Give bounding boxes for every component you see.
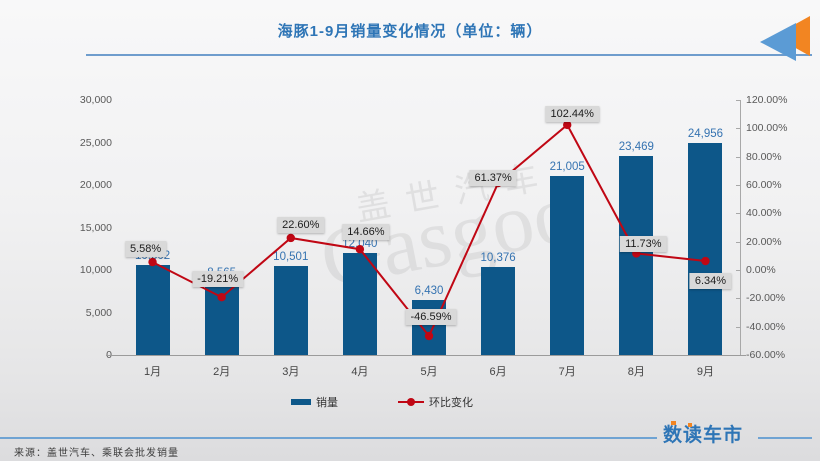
- y-axis-left-tick-label: 10,000: [79, 264, 112, 276]
- x-axis-category-label: 2月: [213, 366, 231, 378]
- sales-bar: [619, 155, 654, 355]
- y-axis-left-tick-label: 25,000: [79, 136, 112, 149]
- sales-legend-swatch: [291, 399, 311, 405]
- y-axis-right-tick-label: 120.00%: [746, 94, 788, 106]
- y-axis-right-tick-label: 20.00%: [746, 235, 782, 248]
- source-note: 来源：盖世汽车、乘联会批发销量: [14, 448, 179, 459]
- pct-change-label: 22.60%: [277, 216, 325, 233]
- sales-bar: [550, 176, 585, 355]
- x-axis-category-label: 8月: [627, 366, 645, 378]
- rewind-arrows-icon: [760, 16, 810, 61]
- line-point: [286, 233, 295, 243]
- y-axis-right-tick-label: 40.00%: [746, 207, 782, 220]
- x-axis-category-label: 9月: [696, 366, 714, 378]
- sales-value-label: 21,005: [549, 161, 585, 174]
- y-axis-right-tick-label: -20.00%: [746, 292, 786, 305]
- logo-orange-dot-icon: [688, 423, 692, 427]
- sales-value-label: 10,376: [480, 251, 516, 264]
- y-axis-right-tick: [736, 100, 740, 101]
- y-axis-right-tick: [736, 185, 740, 186]
- sales-value-label: 23,469: [618, 140, 654, 153]
- y-axis-right-tick-label: 60.00%: [746, 179, 782, 191]
- sales-bar: [342, 252, 377, 355]
- logo-orange-accent-icon: [671, 421, 676, 425]
- pct-change-label: 5.58%: [124, 241, 167, 258]
- y-axis-right-tick-label: 80.00%: [746, 150, 782, 163]
- sales-bar: [204, 282, 239, 355]
- pct-change-label: 6.34%: [689, 273, 732, 290]
- mom-legend-dot-icon: [407, 398, 415, 406]
- y-axis-right-tick-label: 0.00%: [746, 264, 776, 276]
- y-axis-right-tick: [736, 213, 740, 215]
- x-axis-category-label: 6月: [489, 366, 507, 378]
- y-axis-left-tick-label: 5,000: [85, 306, 112, 319]
- x-axis-category-label: 4月: [351, 366, 369, 378]
- y-axis-right-tick: [736, 156, 740, 158]
- title-separator: [86, 54, 812, 56]
- y-axis-left-tick-label: 15,000: [79, 221, 112, 234]
- sales-bar: [273, 265, 308, 355]
- x-axis-line: [106, 355, 746, 356]
- pct-change-label: 11.73%: [620, 236, 667, 253]
- y-axis-left-tick-label: 20,000: [79, 179, 112, 191]
- pct-change-label: -19.21%: [192, 271, 244, 288]
- x-axis-category-label: 5月: [420, 366, 438, 378]
- sales-value-label: 10,501: [273, 250, 309, 263]
- legend-item-mom-change: 环比变化: [398, 394, 473, 410]
- y-axis-right-tick-label: -60.00%: [746, 349, 786, 361]
- y-axis-left-tick-label: 0: [50, 349, 112, 361]
- brand-logo-text: 数读车市: [663, 425, 744, 446]
- pct-change-label: 61.37%: [469, 170, 517, 187]
- x-axis-category-label: 1月: [143, 366, 162, 378]
- footer-rule-right: [758, 437, 812, 439]
- pct-change-label: 102.44%: [545, 105, 599, 122]
- pct-change-label: 14.66%: [342, 224, 390, 241]
- y-axis-right-tick-label: 100.00%: [746, 122, 788, 135]
- sales-bar: [481, 266, 516, 355]
- sales-bar: [688, 142, 723, 355]
- y-axis-right-tick: [736, 270, 740, 271]
- x-axis-category-label: 3月: [282, 366, 300, 378]
- footer-rule-left: [0, 437, 657, 439]
- pct-change-label: -46.59%: [405, 309, 457, 325]
- sales-legend-label: 销量: [316, 397, 338, 409]
- x-axis-category-label: 7月: [558, 366, 576, 378]
- mom-legend-swatch: [398, 398, 424, 406]
- sales-value-label: 6,430: [414, 285, 444, 298]
- mom-legend-label: 环比变化: [429, 397, 473, 409]
- y-axis-right-tick: [736, 298, 740, 300]
- chart-title: 海豚1-9月销量变化情况（单位：辆）: [277, 23, 543, 40]
- sales-bar: [135, 264, 170, 355]
- sales-value-label: 24,956: [687, 127, 724, 140]
- y-axis-right-line: [740, 100, 741, 355]
- legend-item-sales: 销量: [291, 394, 338, 410]
- y-axis-right-tick: [736, 128, 740, 130]
- y-axis-left-tick-label: 30,000: [79, 94, 112, 106]
- y-axis-right-tick: [736, 326, 740, 328]
- y-axis-right-tick-label: -40.00%: [746, 320, 786, 333]
- line-point: [563, 120, 572, 130]
- y-axis-right-tick: [736, 241, 740, 243]
